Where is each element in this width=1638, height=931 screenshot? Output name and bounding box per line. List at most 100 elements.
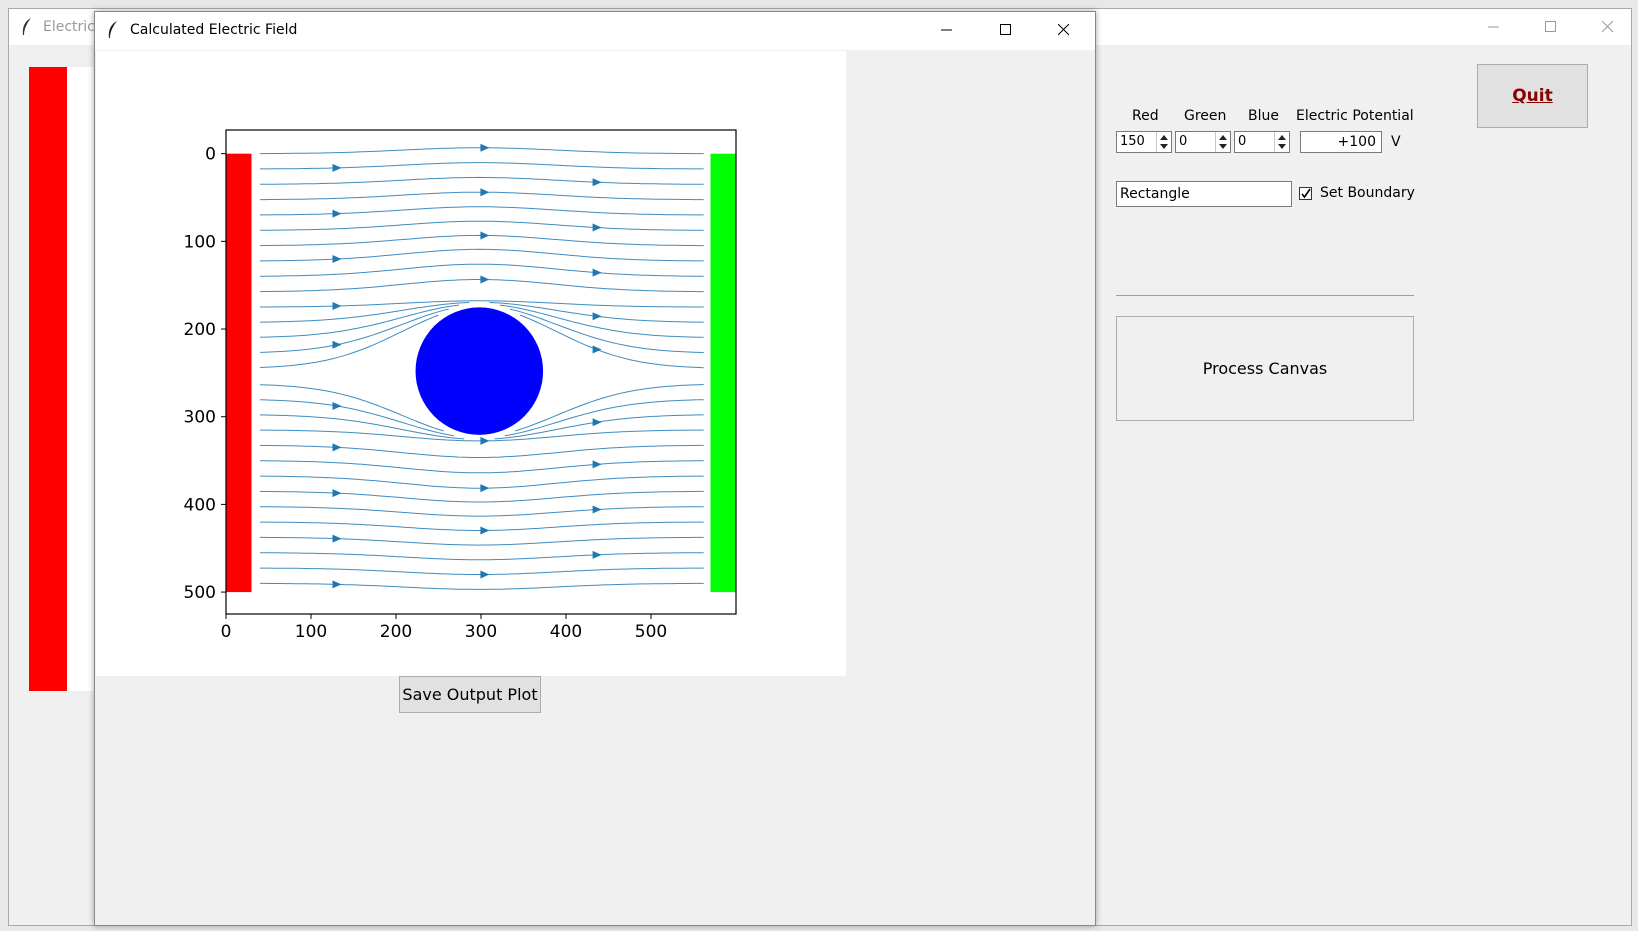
stream-arrow xyxy=(332,580,342,589)
spin-arrows-icon xyxy=(1219,135,1227,149)
red-spin-arrows[interactable] xyxy=(1156,132,1171,152)
streamline xyxy=(259,444,704,458)
blue-label: Blue xyxy=(1248,108,1279,124)
close-icon xyxy=(1602,21,1614,33)
stream-arrow xyxy=(332,534,342,543)
circular-obstacle xyxy=(415,307,544,435)
streamline xyxy=(260,248,704,262)
maximize-icon xyxy=(1000,24,1011,35)
stream-arrow xyxy=(332,163,342,172)
check-icon xyxy=(1301,188,1311,199)
stream-arrow xyxy=(480,275,490,284)
potential-label: Electric Potential xyxy=(1296,108,1414,124)
stream-arrow xyxy=(592,460,602,469)
streamline xyxy=(259,384,704,432)
main-minimize-button[interactable] xyxy=(1471,9,1517,45)
feather-icon xyxy=(108,21,117,38)
x-tick-label: 100 xyxy=(295,622,327,642)
y-tick-label: 500 xyxy=(184,583,216,603)
streamline xyxy=(259,552,704,561)
y-tick-label: 0 xyxy=(205,145,216,165)
stream-arrow xyxy=(480,484,490,493)
minimize-icon xyxy=(941,29,952,31)
streamline xyxy=(259,399,704,437)
streamline xyxy=(260,176,704,185)
stream-arrow xyxy=(592,418,602,427)
green-spin-arrows[interactable] xyxy=(1215,132,1230,152)
spin-arrows-icon xyxy=(1278,135,1286,149)
stream-arrow xyxy=(480,570,490,579)
left-electrode xyxy=(226,153,252,593)
x-tick-label: 500 xyxy=(635,622,667,642)
main-window-title: Electric xyxy=(43,19,95,35)
field-titlebar: Calculated Electric Field xyxy=(95,12,1095,50)
right-electrode xyxy=(710,153,736,593)
stream-arrow xyxy=(592,505,602,514)
quit-button[interactable]: Quit xyxy=(1477,64,1588,128)
stream-arrow xyxy=(592,178,602,187)
field-maximize-button[interactable] xyxy=(983,12,1029,48)
stream-arrow xyxy=(592,268,602,277)
streamline xyxy=(259,308,704,353)
minimize-icon xyxy=(1488,26,1499,28)
stream-arrow xyxy=(332,489,342,498)
close-icon xyxy=(1058,24,1070,36)
red-spinbox[interactable]: 150 xyxy=(1116,131,1172,153)
save-output-plot-button[interactable]: Save Output Plot xyxy=(399,676,541,713)
feather-icon xyxy=(22,18,31,35)
separator xyxy=(1116,295,1414,296)
stream-arrow xyxy=(592,550,602,559)
field-window-title: Calculated Electric Field xyxy=(130,22,298,38)
y-tick-label: 100 xyxy=(184,232,216,252)
red-label: Red xyxy=(1132,108,1159,124)
stream-arrow xyxy=(332,340,342,349)
y-tick-label: 200 xyxy=(184,320,216,340)
stream-arrow xyxy=(332,443,342,452)
stream-arrow xyxy=(592,223,602,232)
streamline xyxy=(259,314,704,369)
y-tick-label: 400 xyxy=(184,495,216,515)
y-tick-label: 300 xyxy=(184,408,216,428)
field-minimize-button[interactable] xyxy=(924,12,970,48)
blue-value: 0 xyxy=(1238,134,1247,149)
potential-input[interactable]: +100 xyxy=(1300,131,1382,153)
plot-area: 0 100 200 300 400 500 0 100 200 300 400 500 xyxy=(96,51,846,676)
stream-arrow xyxy=(332,209,342,218)
green-value: 0 xyxy=(1179,134,1188,149)
drawing-canvas-red-plate[interactable] xyxy=(29,67,67,691)
stream-arrow xyxy=(332,401,342,410)
stream-arrow xyxy=(332,255,342,264)
streamline xyxy=(260,582,704,590)
stream-arrow xyxy=(480,231,490,240)
streamline xyxy=(260,300,704,308)
red-value: 150 xyxy=(1120,134,1145,149)
x-tick-label: 0 xyxy=(221,622,232,642)
streamline xyxy=(259,490,704,503)
streamline xyxy=(260,162,704,170)
set-boundary-label: Set Boundary xyxy=(1320,185,1415,201)
stream-arrow xyxy=(480,188,490,197)
streamline xyxy=(260,206,704,216)
stream-arrow xyxy=(332,302,342,311)
main-close-button[interactable] xyxy=(1585,9,1631,45)
blue-spinbox[interactable]: 0 xyxy=(1234,131,1290,153)
stream-arrow xyxy=(592,345,602,354)
streamline xyxy=(260,220,704,231)
set-boundary-checkbox[interactable] xyxy=(1299,187,1312,200)
streamline xyxy=(259,506,704,517)
field-close-button[interactable] xyxy=(1041,12,1087,48)
blue-spin-arrows[interactable] xyxy=(1274,132,1289,152)
green-label: Green xyxy=(1184,108,1227,124)
stream-arrow xyxy=(480,526,490,535)
process-canvas-button[interactable]: Process Canvas xyxy=(1116,316,1414,421)
stream-arrow xyxy=(480,436,490,445)
potential-unit: V xyxy=(1391,134,1401,150)
shape-input[interactable]: Rectangle xyxy=(1116,181,1292,207)
green-spinbox[interactable]: 0 xyxy=(1175,131,1231,153)
maximize-icon xyxy=(1545,21,1556,32)
main-maximize-button[interactable] xyxy=(1528,9,1574,45)
spin-arrows-icon xyxy=(1160,135,1168,149)
x-tick-label: 200 xyxy=(380,622,412,642)
streamline xyxy=(259,304,704,338)
